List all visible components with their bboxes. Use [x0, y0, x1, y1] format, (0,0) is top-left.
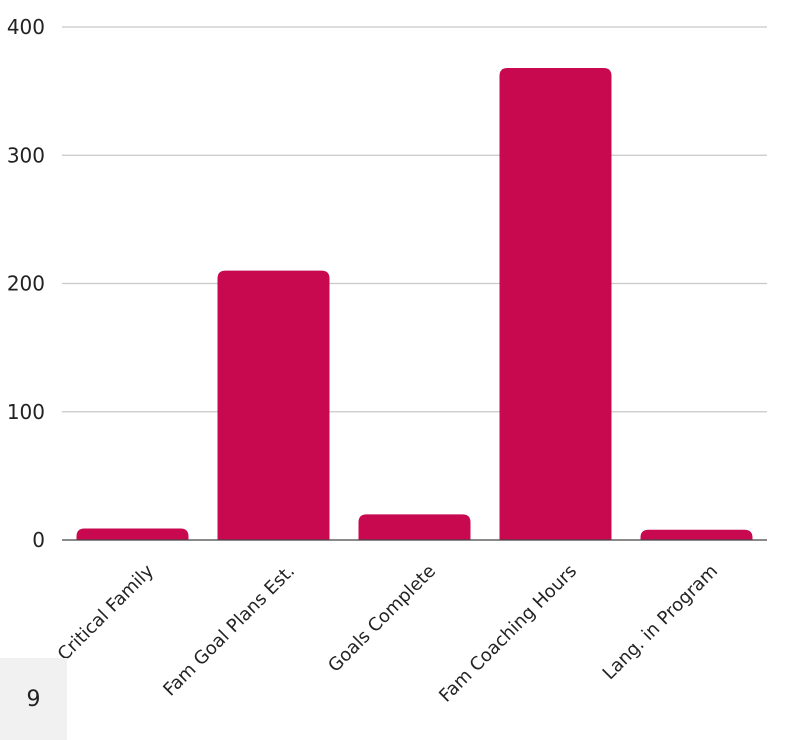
x-tick-label-2: Fam Goal Plans Est.	[159, 561, 299, 701]
y-tick-label-400: 400	[7, 15, 45, 39]
bar-2	[217, 270, 330, 540]
y-tick-label-200: 200	[7, 272, 45, 296]
bar-3	[358, 514, 471, 540]
x-tick-label-5: Lang. in Program	[599, 561, 722, 684]
y-tick-label-100: 100	[7, 400, 45, 424]
x-tick-label-1: Critical Family	[54, 560, 159, 665]
x-tick-label-4: Fam Coaching Hours	[435, 561, 581, 707]
bar-1	[76, 528, 189, 540]
page-number-badge: 9	[0, 658, 67, 740]
x-tick-label-3: Goals Complete	[324, 561, 440, 677]
page-number-text: 9	[26, 686, 41, 712]
bar-5	[640, 529, 753, 540]
bar-4	[499, 68, 612, 540]
y-tick-label-0: 0	[32, 528, 45, 552]
y-tick-label-300: 300	[7, 143, 45, 167]
